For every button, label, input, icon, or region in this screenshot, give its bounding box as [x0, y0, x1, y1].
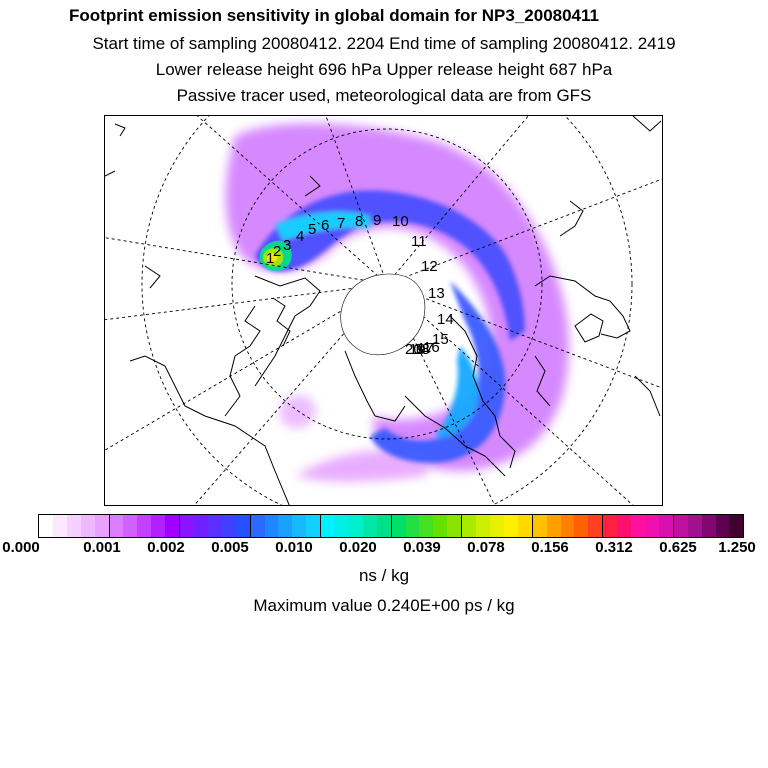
colorbar-tick-label: 0.312	[595, 539, 633, 556]
colorbar-swatch	[391, 515, 406, 537]
colorbar-swatch	[433, 515, 448, 537]
sensitivity-field	[225, 123, 569, 482]
map-title: Footprint emission sensitivity in global…	[69, 6, 599, 25]
colorbar-swatch	[278, 515, 293, 537]
colorbar-swatch	[292, 515, 307, 537]
tracer-info: Passive tracer used, meteorological data…	[176, 86, 592, 105]
track-label: 2	[273, 243, 281, 260]
colorbar-swatch	[362, 515, 377, 537]
colorbar-swatch	[250, 515, 265, 537]
colorbar-swatch	[109, 515, 124, 537]
colorbar-swatch	[207, 515, 222, 537]
release-heights: Lower release height 696 hPa Upper relea…	[155, 60, 613, 79]
track-label: 19	[409, 341, 426, 358]
coastlines	[105, 116, 662, 505]
graticule	[105, 116, 662, 505]
track-label: 11	[411, 233, 427, 250]
track-label: 13	[428, 285, 445, 302]
polar-cap	[340, 273, 426, 356]
track-label: 7	[337, 215, 345, 232]
colorbar-swatch	[658, 515, 674, 537]
footprint-map: 1 2 3 4 5 6 7 8 9 10 11 12 13 14 15 16 1…	[104, 115, 663, 506]
colorbar-swatch	[490, 515, 504, 537]
track-label: 17	[417, 340, 434, 357]
track-label: 8	[355, 213, 363, 230]
maximum-value: Maximum value 0.240E+00 ps / kg	[253, 596, 515, 615]
colorbar-tick-label: 0.010	[275, 539, 313, 556]
colorbar-tick-label: 0.002	[147, 539, 185, 556]
track-label: 20	[405, 341, 422, 358]
track-label: 18	[413, 341, 430, 358]
colorbar-swatch	[419, 515, 434, 537]
colorbar-swatch	[52, 515, 67, 537]
colorbar-swatch	[617, 515, 632, 537]
colorbar-tick-label: 0.000	[2, 539, 40, 556]
track-label: 6	[321, 217, 329, 234]
colorbar-swatch	[193, 515, 208, 537]
track-label: 3	[283, 237, 291, 254]
colorbar-swatch	[335, 515, 349, 537]
colorbar	[38, 514, 744, 538]
colorbar-swatch	[503, 515, 518, 537]
colorbar-swatch	[405, 515, 420, 537]
colorbar-tick-label: 0.005	[211, 539, 249, 556]
track-label: 16	[423, 339, 440, 356]
colorbar-tick-label: 1.250	[718, 539, 756, 556]
colorbar-swatch	[151, 515, 166, 537]
track-label: 15	[432, 331, 449, 348]
colorbar-swatch	[137, 515, 152, 537]
colorbar-swatch	[574, 515, 589, 537]
colorbar-swatch	[532, 515, 547, 537]
colorbar-swatch	[376, 515, 392, 537]
colorbar-swatch	[644, 515, 659, 537]
colorbar-swatch	[66, 515, 81, 537]
colorbar-swatch	[180, 515, 194, 537]
colorbar-swatch	[687, 515, 702, 537]
sampling-times: Start time of sampling 20080412. 2204 En…	[92, 34, 676, 53]
colorbar-swatch	[165, 515, 181, 537]
colorbar-swatch	[517, 515, 533, 537]
colorbar-swatch	[39, 515, 53, 537]
colorbar-tick-label: 0.078	[467, 539, 505, 556]
colorbar-swatch	[221, 515, 236, 537]
track-label: 4	[296, 228, 304, 245]
colorbar-tick-label: 0.020	[339, 539, 377, 556]
colorbar-swatch	[560, 515, 575, 537]
colorbar-swatch	[447, 515, 463, 537]
track-label: 12	[421, 258, 438, 275]
colorbar-swatch	[264, 515, 279, 537]
track-label: 10	[392, 213, 409, 230]
colorbar-swatch	[701, 515, 716, 537]
colorbar-tick-label: 0.001	[83, 539, 121, 556]
track-label: 5	[308, 221, 316, 238]
colorbar-swatch	[462, 515, 477, 537]
track-label: 9	[373, 212, 381, 229]
colorbar-tick-label: 0.039	[403, 539, 441, 556]
colorbar-swatch	[476, 515, 490, 537]
colorbar-swatch	[348, 515, 363, 537]
colorbar-swatch	[729, 515, 744, 537]
colorbar-tick-label: 0.156	[531, 539, 569, 556]
colorbar-swatch	[80, 515, 95, 537]
track-label: 14	[437, 311, 454, 328]
colorbar-swatch	[715, 515, 730, 537]
colorbar-swatch	[235, 515, 251, 537]
colorbar-swatch	[546, 515, 561, 537]
colorbar-tick-label: 0.625	[659, 539, 697, 556]
colorbar-swatch	[631, 515, 645, 537]
colorbar-swatch	[603, 515, 618, 537]
colorbar-swatch	[306, 515, 322, 537]
colorbar-swatch	[321, 515, 336, 537]
map-canvas: 1 2 3 4 5 6 7 8 9 10 11 12 13 14 15 16 1…	[105, 116, 662, 505]
colorbar-swatch	[673, 515, 688, 537]
colorbar-swatch	[588, 515, 604, 537]
colorbar-swatch	[123, 515, 138, 537]
colorbar-swatch	[94, 515, 110, 537]
flight-track: 1 2 3 4 5 6 7 8 9 10 11 12 13 14 15 16 1…	[266, 212, 454, 358]
colorbar-unit: ns / kg	[358, 566, 410, 585]
track-label: 1	[266, 250, 274, 267]
